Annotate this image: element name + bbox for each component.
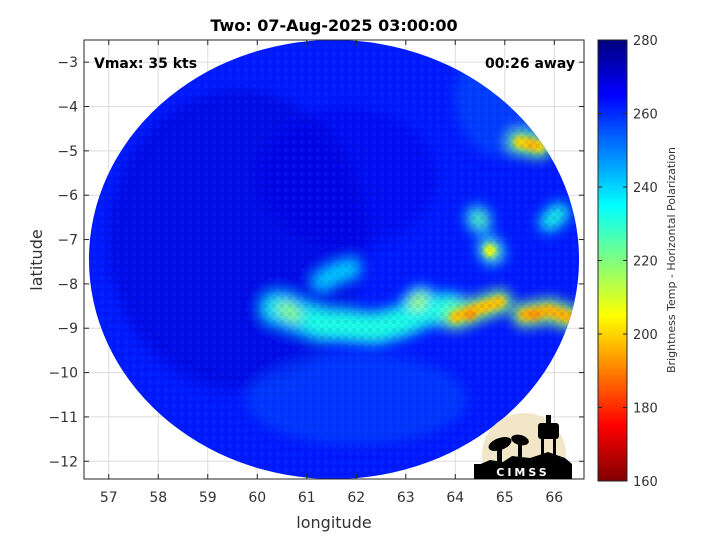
- colorbar-tick-label: 180: [633, 402, 658, 417]
- x-tick-label: 61: [298, 490, 316, 506]
- x-tick-label: 60: [248, 490, 266, 506]
- x-tick-label: 64: [446, 490, 464, 506]
- y-ticks: −3 −4 −5 −6 −7 −8 −9 −10 −11 −12: [48, 55, 584, 470]
- x-tick-label: 62: [347, 490, 365, 506]
- x-axis-label: longitude: [296, 513, 371, 532]
- y-tick-label: −10: [48, 366, 78, 382]
- cimss-logo-text: CIMSS: [496, 466, 549, 479]
- chart-title: Two: 07-Aug-2025 03:00:00: [210, 16, 457, 35]
- x-tick-label: 57: [100, 490, 118, 506]
- y-tick-label: −5: [57, 144, 78, 160]
- colorbar-tick-label: 200: [633, 328, 658, 343]
- axes-frame: [83, 39, 585, 480]
- y-tick-label: −6: [57, 188, 78, 204]
- colorbar-tick-label: 220: [633, 255, 658, 270]
- x-ticks: 57 58 59 60 61 62 63 64 65 66: [100, 40, 563, 506]
- time-away-annotation: 00:26 away: [485, 56, 575, 72]
- x-tick-label: 58: [149, 490, 167, 506]
- colorbar-ticks: 280 260 240 220 200 180 160: [598, 34, 658, 490]
- colorbar-tick-label: 160: [633, 475, 658, 490]
- brightness-temp-swath: [88, 40, 580, 479]
- x-tick-label: 59: [199, 490, 217, 506]
- y-tick-label: −9: [57, 321, 78, 337]
- colorbar-label: Brightness Temp - Horizontal Polarizatio…: [665, 147, 678, 373]
- y-tick-label: −12: [48, 454, 78, 470]
- cimss-logo: CIMSS: [474, 413, 572, 479]
- vmax-annotation: Vmax: 35 kts: [94, 56, 197, 72]
- y-tick-label: −4: [57, 100, 78, 116]
- colorbar-tick-label: 240: [633, 181, 658, 196]
- y-tick-label: −8: [57, 277, 78, 293]
- x-tick-label: 65: [496, 490, 514, 506]
- colorbar-tick-label: 280: [633, 34, 658, 49]
- y-tick-label: −7: [57, 233, 78, 249]
- y-tick-label: −11: [48, 410, 78, 426]
- x-tick-label: 66: [545, 490, 563, 506]
- colorbar-gradient: [597, 39, 628, 482]
- y-tick-label: −3: [57, 55, 78, 71]
- y-axis-label: latitude: [27, 229, 46, 290]
- colorbar: 280 260 240 220 200 180 160 Brightness Temp - …: [597, 34, 678, 490]
- colorbar-tick-label: 260: [633, 108, 658, 123]
- x-tick-label: 63: [397, 490, 415, 506]
